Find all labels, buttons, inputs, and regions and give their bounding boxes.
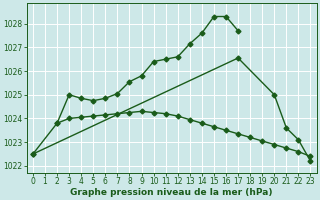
X-axis label: Graphe pression niveau de la mer (hPa): Graphe pression niveau de la mer (hPa): [70, 188, 273, 197]
